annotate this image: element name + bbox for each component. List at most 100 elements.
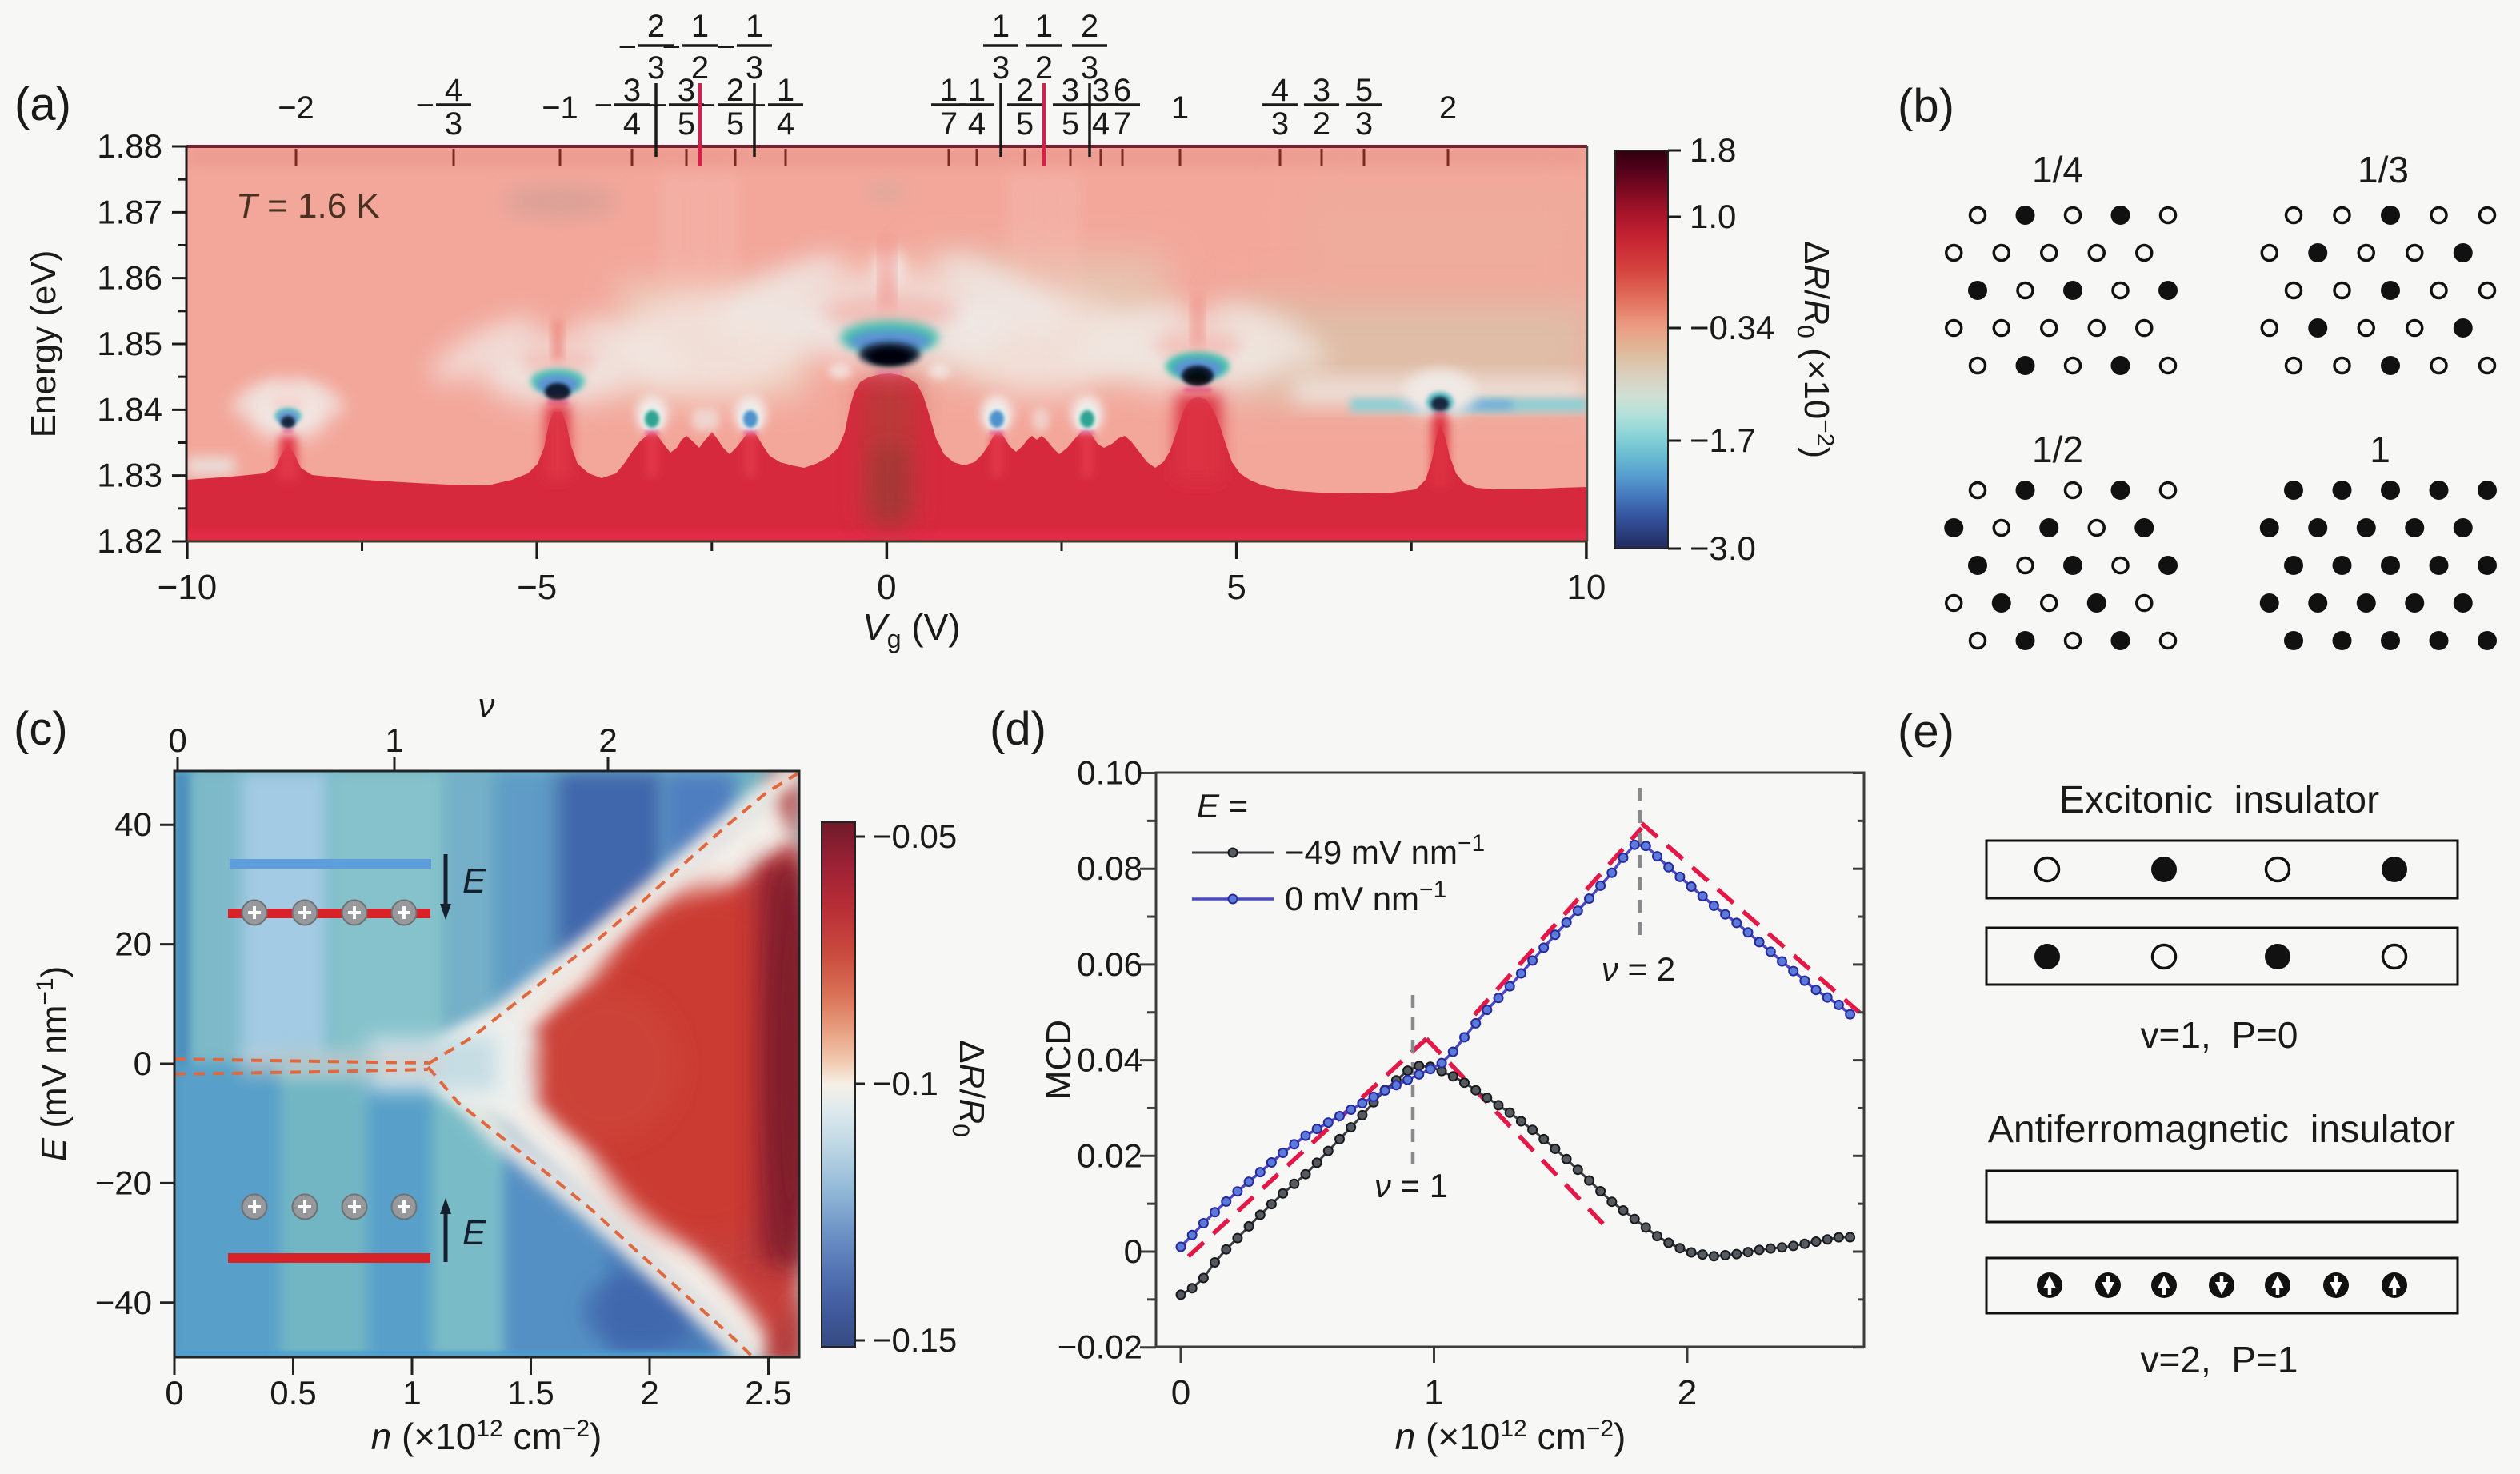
svg-text:2: 2 <box>647 9 665 44</box>
svg-text:(b): (b) <box>1898 80 1954 132</box>
svg-text:−5: −5 <box>517 568 557 607</box>
svg-text:0.10: 0.10 <box>1077 754 1142 792</box>
svg-text:1.82: 1.82 <box>97 522 162 560</box>
svg-text:v=2, P=1: v=2, P=1 <box>2141 1339 2298 1380</box>
svg-text:4: 4 <box>1092 106 1110 142</box>
svg-text:1: 1 <box>1035 9 1053 44</box>
svg-text:3: 3 <box>1313 73 1330 108</box>
svg-text:0: 0 <box>1124 1232 1142 1270</box>
svg-text:5: 5 <box>1062 106 1079 142</box>
svg-text:4: 4 <box>623 106 641 142</box>
svg-text:ΔR/R0: ΔR/R0 <box>947 1040 991 1137</box>
svg-text:0.08: 0.08 <box>1077 849 1142 887</box>
svg-text:3: 3 <box>992 50 1010 86</box>
svg-text:6: 6 <box>1114 73 1131 108</box>
svg-text:1.86: 1.86 <box>97 259 162 297</box>
svg-text:0 mV nm−1: 0 mV nm−1 <box>1285 877 1446 917</box>
svg-text:ν = 1: ν = 1 <box>1374 1167 1448 1204</box>
svg-text:1.0: 1.0 <box>1690 198 1736 235</box>
svg-text:−0.02: −0.02 <box>1058 1328 1142 1366</box>
svg-text:2: 2 <box>1313 106 1330 142</box>
svg-text:2: 2 <box>1016 73 1034 108</box>
svg-text:1: 1 <box>2370 429 2390 470</box>
svg-text:2: 2 <box>1081 9 1098 44</box>
svg-text:1: 1 <box>992 9 1010 44</box>
svg-text:1: 1 <box>777 73 794 108</box>
svg-text:5: 5 <box>1355 73 1373 108</box>
svg-text:3: 3 <box>445 106 462 142</box>
svg-text:3: 3 <box>623 73 641 108</box>
svg-text:−1.7: −1.7 <box>1690 421 1756 459</box>
svg-text:−: − <box>698 88 716 123</box>
svg-text:3: 3 <box>678 73 695 108</box>
svg-text:3: 3 <box>1355 106 1373 142</box>
svg-text:−: − <box>416 88 434 123</box>
svg-text:3: 3 <box>1081 50 1098 86</box>
svg-text:2: 2 <box>1035 50 1053 86</box>
svg-text:−3.0: −3.0 <box>1690 529 1756 567</box>
svg-text:1.8: 1.8 <box>1690 131 1736 169</box>
svg-text:−49 mV nm−1: −49 mV nm−1 <box>1285 830 1485 871</box>
svg-text:4: 4 <box>968 106 986 142</box>
svg-text:0.5: 0.5 <box>270 1374 316 1412</box>
svg-text:−: − <box>649 88 667 123</box>
svg-text:3: 3 <box>647 50 665 86</box>
svg-text:Antiferromagnetic insulator: Antiferromagnetic insulator <box>1988 1108 2455 1151</box>
svg-text:E (mV nm−1): E (mV nm−1) <box>32 966 74 1161</box>
svg-text:ΔR/R0 (×10−2): ΔR/R0 (×10−2) <box>1792 241 1838 458</box>
svg-text:E: E <box>462 861 486 901</box>
svg-text:0.04: 0.04 <box>1077 1041 1142 1079</box>
svg-text:E: E <box>462 1213 486 1252</box>
svg-text:Energy (eV): Energy (eV) <box>24 250 63 438</box>
svg-text:2: 2 <box>640 1374 658 1412</box>
svg-text:−0.34: −0.34 <box>1690 309 1774 346</box>
svg-text:0: 0 <box>877 568 896 607</box>
svg-text:2: 2 <box>726 73 744 108</box>
svg-text:3: 3 <box>1062 73 1079 108</box>
svg-text:4: 4 <box>1271 73 1289 108</box>
svg-text:1: 1 <box>691 9 709 44</box>
svg-text:1/3: 1/3 <box>2358 149 2409 190</box>
svg-text:−: − <box>717 30 735 65</box>
svg-text:20: 20 <box>114 925 152 963</box>
svg-text:(a): (a) <box>14 78 71 130</box>
svg-text:2: 2 <box>1439 90 1457 126</box>
svg-text:1: 1 <box>1171 90 1189 126</box>
svg-text:1: 1 <box>402 1374 421 1412</box>
svg-text:Vg (V): Vg (V) <box>862 606 961 653</box>
svg-text:−0.15: −0.15 <box>872 1321 957 1359</box>
svg-text:2: 2 <box>691 50 709 86</box>
svg-text:−2: −2 <box>278 90 314 126</box>
svg-text:1: 1 <box>940 73 958 108</box>
svg-text:2.5: 2.5 <box>745 1374 791 1412</box>
svg-text:4: 4 <box>777 106 794 142</box>
svg-text:−0.1: −0.1 <box>872 1065 938 1102</box>
svg-text:n (×1012 cm−2): n (×1012 cm−2) <box>371 1416 602 1457</box>
svg-text:1: 1 <box>385 721 403 759</box>
svg-text:1.83: 1.83 <box>97 457 162 494</box>
svg-text:ν: ν <box>478 686 495 724</box>
svg-text:−: − <box>618 30 637 65</box>
svg-text:1.87: 1.87 <box>97 193 162 230</box>
svg-text:3: 3 <box>746 50 763 86</box>
svg-text:1/4: 1/4 <box>2032 149 2083 190</box>
svg-text:−20: −20 <box>95 1164 152 1201</box>
svg-text:1: 1 <box>1424 1373 1443 1412</box>
svg-text:−40: −40 <box>95 1284 152 1321</box>
svg-text:MCD: MCD <box>1039 1020 1078 1100</box>
svg-text:v=1, P=0: v=1, P=0 <box>2141 1014 2298 1056</box>
svg-text:1: 1 <box>968 73 986 108</box>
svg-text:(e): (e) <box>1898 705 1954 757</box>
svg-text:1/2: 1/2 <box>2032 429 2083 470</box>
svg-text:0: 0 <box>165 1374 183 1412</box>
svg-text:5: 5 <box>1016 106 1034 142</box>
svg-text:T = 1.6 K: T = 1.6 K <box>236 186 380 226</box>
svg-text:4: 4 <box>445 73 462 108</box>
svg-text:(d): (d) <box>990 703 1046 755</box>
svg-text:2: 2 <box>1678 1373 1697 1412</box>
svg-text:−: − <box>662 30 681 65</box>
svg-text:(c): (c) <box>14 703 68 755</box>
svg-text:1.5: 1.5 <box>507 1374 554 1412</box>
svg-text:1: 1 <box>746 9 763 44</box>
svg-text:Excitonic insulator: Excitonic insulator <box>2059 779 2379 821</box>
